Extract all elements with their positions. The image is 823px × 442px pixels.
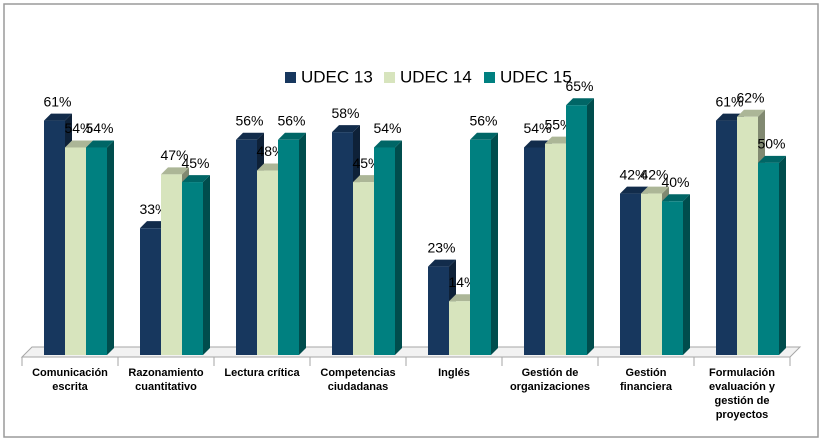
x-tick-label: Formulación evaluación y gestión de proy… [708,367,776,421]
data-label: 47% [160,147,188,163]
bar-top [278,132,306,140]
bar [566,105,587,355]
bar-top [470,132,498,140]
bar-top [86,140,114,148]
data-label: 14% [448,274,476,290]
bar [716,120,737,355]
bar [332,132,353,355]
bar-top [374,140,402,148]
bar [428,266,449,355]
data-label: 56% [469,113,497,129]
bar-top [236,132,264,140]
x-tick-label: Gestión financiera [620,367,672,393]
data-label: 62% [736,89,764,105]
data-label: 61% [715,93,743,109]
data-label: 61% [43,93,71,109]
legend-label: UDEC 14 [400,67,472,86]
bar-top [758,155,786,163]
bar [86,147,107,355]
data-label: 23% [427,239,455,255]
bar [257,170,278,355]
data-label: 42% [640,166,668,182]
data-label: 42% [619,166,647,182]
data-label: 48% [256,143,284,159]
bar-top [161,167,189,175]
legend-swatch [384,72,395,83]
data-label: 56% [235,113,263,129]
x-tick-label: Comunicación escrita [32,367,108,393]
data-label: 54% [523,120,551,136]
bar-side [107,140,114,355]
x-tick-label: Lectura crítica [224,367,300,379]
bar [374,147,395,355]
x-tick-label: Gestión de organizaciones [509,367,591,393]
bar [737,116,758,355]
data-label: 54% [373,120,401,136]
bar [65,147,86,355]
bar-top [65,140,93,148]
legend-label: UDEC 15 [500,67,572,86]
bar-side [587,98,594,355]
bar-side [299,132,306,355]
bar-top [44,113,72,121]
bar-side [395,140,402,355]
bar-side [779,155,786,355]
data-label: 50% [757,136,785,152]
bar [449,301,470,355]
bar [620,193,641,355]
bar-top [620,186,648,194]
bar [470,139,491,355]
bar-top [662,194,690,202]
bar-side [683,194,690,355]
bar-top [182,175,210,183]
bar-top [428,259,456,267]
bar [662,201,683,355]
bar [140,228,161,355]
bar [353,182,374,355]
bar-top [332,125,360,133]
data-label: 40% [661,174,689,190]
x-tick-label: Competencias ciudadanas [320,367,396,393]
data-label: 65% [565,78,593,94]
bar [278,139,299,355]
data-label: 58% [331,105,359,121]
bar-top [641,186,669,194]
x-tick-label: Inglés [438,367,470,379]
bar [236,139,257,355]
data-label: 45% [352,155,380,171]
bar [641,193,662,355]
bar-side [491,132,498,355]
bar [524,147,545,355]
legend-swatch [484,72,495,83]
data-label: 54% [85,120,113,136]
bar [182,182,203,355]
floor [20,346,802,358]
bar [161,174,182,355]
data-label: 54% [64,120,92,136]
data-label: 55% [544,116,572,132]
data-label: 33% [139,201,167,217]
bar-top [737,109,765,117]
bar [44,120,65,355]
bar-top [566,98,594,106]
legend-swatch [285,72,296,83]
bar-side [203,175,210,355]
x-tick-label: Razonamiento cuantitativo [128,367,204,393]
data-label: 56% [277,113,305,129]
bar [545,143,566,355]
legend-label: UDEC 13 [301,67,373,86]
bar [758,162,779,355]
data-label: 45% [181,155,209,171]
